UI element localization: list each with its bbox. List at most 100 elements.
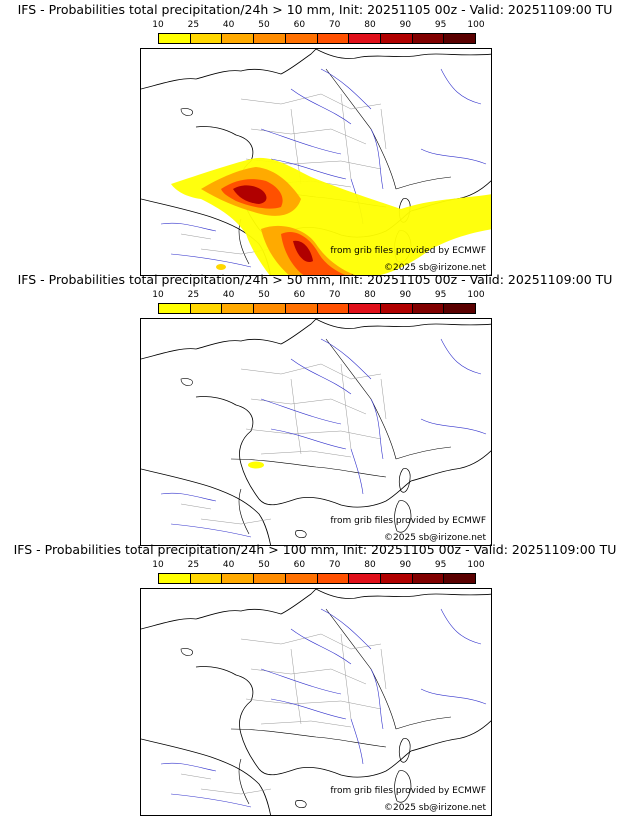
england-coastline [141,589,317,630]
channel-islands-coast [180,648,193,656]
scale-swatch [349,574,381,583]
france-atlantic-coastline [195,396,412,508]
scale-swatch [222,34,255,43]
north-sea-coast [315,49,491,59]
probability-color-scale [158,573,476,584]
map-svg [141,49,491,275]
region-borders [180,633,387,795]
scale-swatch [285,574,318,583]
corsica-coast [398,468,411,493]
scale-tick-label: 80 [364,560,376,570]
scale-swatch [190,574,223,583]
scale-tick-label: 95 [434,560,447,570]
scale-tick-label: 90 [399,290,412,300]
map-svg [141,589,491,815]
scale-swatch [190,34,223,43]
scale-tick-label: 80 [364,290,376,300]
england-coastline [141,49,317,90]
scale-tick-label: 95 [434,20,447,30]
balearic-coast [295,530,307,538]
scale-tick-label: 60 [293,290,306,300]
iberia-coastline [141,468,271,545]
scale-swatch [222,304,255,313]
scale-tick-label: 100 [467,290,485,300]
north-sea-coast [315,589,491,599]
scale-tick-labels: 10 25 40 50 60 70 80 90 95 100 [152,560,484,570]
scale-swatch [349,34,381,43]
scale-swatch [254,34,286,43]
scale-tick-label: 60 [293,20,306,30]
scale-tick-label: 40 [222,560,235,570]
scale-tick-labels: 10 25 40 50 60 70 80 90 95 100 [152,290,484,300]
italy-coastline [410,450,491,482]
scale-swatch [380,34,413,43]
copyright-credit: ©2025 sb@irizone.net [384,263,486,273]
scale-swatch [159,574,191,583]
scale-swatch [190,304,223,313]
map-area: from grib files provided by ECMWF ©2025 … [140,318,492,546]
channel-islands-coast [180,378,193,386]
copyright-credit: ©2025 sb@irizone.net [384,533,486,543]
scale-swatch [159,304,191,313]
north-sea-coast [315,319,491,329]
scale-swatch [317,304,350,313]
scale-tick-label: 25 [187,290,200,300]
scale-swatch [412,304,445,313]
scale-swatch [254,304,286,313]
scale-tick-label: 10 [152,20,164,30]
scale-swatch [380,574,413,583]
france-atlantic-coastline [195,666,412,778]
scale-tick-label: 60 [293,560,306,570]
probability-color-scale [158,303,476,314]
scale-swatch [285,304,318,313]
rivers [160,608,487,808]
scale-tick-label: 90 [399,20,412,30]
scale-swatch [159,34,191,43]
italy-coastline [410,720,491,752]
scale-tick-label: 25 [187,20,200,30]
scale-tick-label: 25 [187,560,200,570]
scale-tick-label: 50 [258,20,270,30]
scale-swatch [444,304,476,313]
scale-swatch [254,574,286,583]
panel-title: IFS - Probabilities total precipitation/… [17,272,613,287]
scale-tick-label: 40 [222,290,235,300]
corsica-coast [398,738,411,763]
scale-tick-label: 50 [258,560,270,570]
england-coastline [141,319,317,360]
map-panel-100mm: IFS - Probabilities total precipitation/… [0,540,630,816]
scale-swatch [444,34,476,43]
scale-swatch [380,304,413,313]
probability-color-scale [158,33,476,44]
scale-swatch [412,574,445,583]
scale-tick-label: 10 [152,560,164,570]
map-area: from grib files provided by ECMWF ©2025 … [140,48,492,276]
sardinia-coast [394,770,412,803]
scale-tick-label: 70 [328,290,341,300]
scale-tick-label: 90 [399,560,412,570]
scale-tick-label: 95 [434,290,447,300]
scale-tick-label: 80 [364,20,376,30]
sardinia-coast [394,500,412,533]
panel-title: IFS - Probabilities total precipitation/… [17,2,613,17]
source-credit: from grib files provided by ECMWF [330,516,486,526]
panel-title: IFS - Probabilities total precipitation/… [13,542,617,557]
map-panel-10mm: IFS - Probabilities total precipitation/… [0,0,630,276]
scale-tick-label: 50 [258,290,270,300]
copyright-credit: ©2025 sb@irizone.net [384,803,486,813]
map-area: from grib files provided by ECMWF ©2025 … [140,588,492,816]
source-credit: from grib files provided by ECMWF [330,246,486,256]
scale-swatch [444,574,476,583]
scale-swatch [317,34,350,43]
iberia-coastline [141,738,271,815]
scale-tick-label: 100 [467,560,485,570]
precip-probability-field [171,157,491,275]
scale-tick-label: 70 [328,20,341,30]
balearic-coast [295,800,307,808]
source-credit: from grib files provided by ECMWF [330,786,486,796]
scale-tick-label: 10 [152,290,164,300]
scale-swatch [222,574,255,583]
precip-probability-field [248,461,264,469]
rivers [160,338,487,538]
scale-tick-label: 70 [328,560,341,570]
